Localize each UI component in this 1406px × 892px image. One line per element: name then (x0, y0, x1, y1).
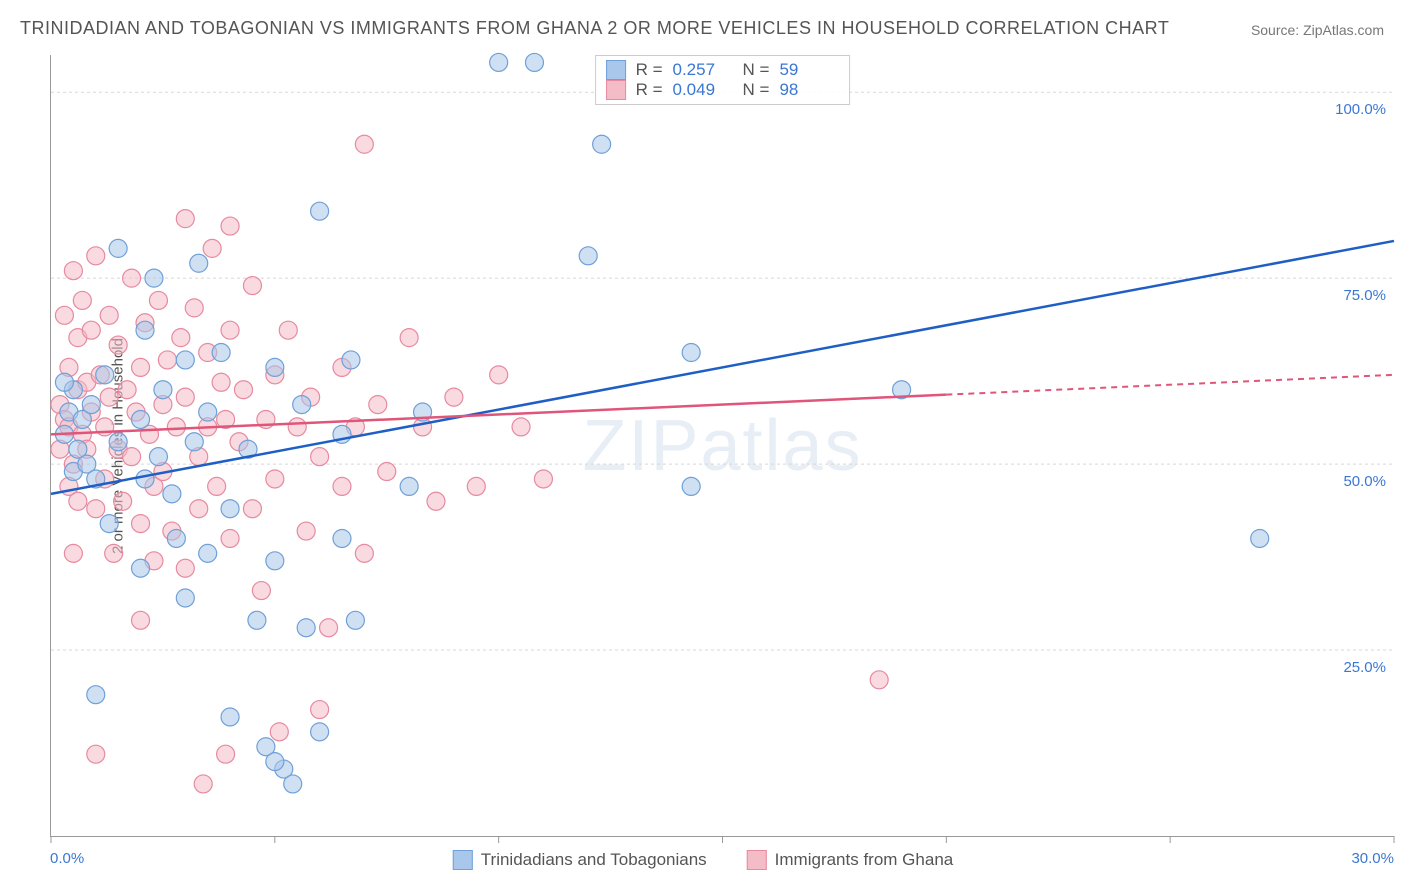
series-swatch (606, 60, 626, 80)
series-swatch (747, 850, 767, 870)
chart-title: TRINIDADIAN AND TOBAGONIAN VS IMMIGRANTS… (20, 18, 1169, 39)
x-axis-max-label: 30.0% (1351, 850, 1394, 867)
stats-row: R = 0.257 N = 59 (606, 60, 840, 80)
series-swatch (453, 850, 473, 870)
bottom-legend: Trinidadians and Tobagonians Immigrants … (453, 850, 953, 870)
stats-legend-box: R = 0.257 N = 59 R = 0.049 N = 98 (595, 55, 851, 105)
plot-area: ZIPatlas 25.0%50.0%75.0%100.0% R = 0.257… (50, 55, 1394, 837)
n-value: 59 (779, 60, 839, 80)
n-value: 98 (779, 80, 839, 100)
stats-row: R = 0.049 N = 98 (606, 80, 840, 100)
x-axis-min-label: 0.0% (50, 850, 84, 867)
r-value: 0.049 (673, 80, 733, 100)
r-value: 0.257 (673, 60, 733, 80)
legend-item: Immigrants from Ghana (747, 850, 954, 870)
r-label: R = (636, 80, 663, 100)
legend-label: Immigrants from Ghana (775, 850, 954, 870)
source-attribution: Source: ZipAtlas.com (1251, 22, 1384, 38)
n-label: N = (743, 60, 770, 80)
data-svg (51, 55, 1394, 836)
series-swatch (606, 80, 626, 100)
legend-label: Trinidadians and Tobagonians (481, 850, 707, 870)
n-label: N = (743, 80, 770, 100)
legend-item: Trinidadians and Tobagonians (453, 850, 707, 870)
r-label: R = (636, 60, 663, 80)
